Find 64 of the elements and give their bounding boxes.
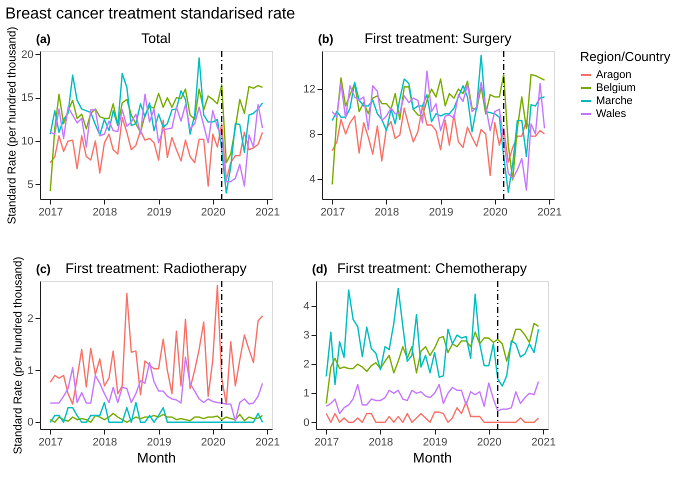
x-tick-label: 2017 (38, 436, 63, 448)
x-tick-label: 2021 (255, 206, 280, 218)
y-tick-label: 0 (27, 416, 34, 429)
line-series (50, 57, 264, 194)
x-tick-label: 2018 (374, 206, 400, 218)
y-tick-label: 4 (303, 300, 310, 313)
x-tick-label: 2017 (320, 206, 345, 218)
y-tick-label: 0 (303, 416, 310, 429)
y-tick-label: 4 (309, 173, 316, 186)
x-tick-label: 2020 (483, 206, 508, 218)
x-tick-label: 2018 (92, 206, 118, 218)
y-axis-title: Standard Rate (per hundred thousand) (12, 256, 24, 454)
line-series (326, 380, 540, 414)
text: (b) (318, 32, 334, 46)
text: (a) (36, 32, 51, 46)
x-tick-label: 2020 (477, 436, 502, 448)
line-series (332, 105, 546, 176)
y-tick-label: 10 (21, 136, 34, 148)
line-series (50, 284, 264, 405)
legend-label: Belgium (596, 82, 636, 94)
chart-title: First treatment: Radiotherapy (65, 260, 247, 276)
line-series (326, 401, 540, 424)
x-tick-label: 2019 (146, 436, 172, 448)
y-tick-label: 15 (21, 92, 34, 104)
y-axis-title: Standard Rate (per hundred thousand) (6, 26, 18, 224)
x-tick-label: 2019 (428, 206, 454, 218)
chart-title: First treatment: Surgery (364, 30, 512, 46)
legend-label: Aragon (596, 69, 632, 81)
x-tick-label: 2017 (38, 206, 63, 218)
y-tick-label: 2 (303, 358, 310, 371)
x-tick-label: 2020 (201, 206, 226, 218)
y-tick-label: 12 (303, 84, 316, 96)
x-tick-label: 2019 (422, 436, 448, 448)
y-tick-label: 20 (21, 48, 34, 61)
x-tick-label: 2017 (314, 436, 339, 448)
chart-title: Total (141, 30, 171, 46)
x-axis-title: Month (137, 450, 176, 466)
x-tick-label: 2021 (531, 436, 556, 448)
line-series (50, 116, 264, 187)
x-tick-label: 2019 (146, 206, 172, 218)
y-tick-label: 1 (27, 364, 34, 377)
legend-label: Wales (596, 108, 627, 120)
x-axis-title: Month (413, 450, 452, 466)
x-tick-label: 2018 (368, 436, 394, 448)
legend-title: Region/Country (580, 49, 671, 64)
text: (d) (312, 262, 328, 276)
chart-title: First treatment: Chemotherapy (337, 260, 527, 276)
y-tick-label: 3 (303, 330, 310, 342)
x-tick-label: 2020 (201, 436, 226, 448)
x-tick-label: 2018 (92, 436, 118, 448)
y-tick-label: 1 (303, 388, 310, 400)
line-series (326, 288, 540, 387)
legend-label: Marche (596, 95, 633, 107)
x-tick-label: 2021 (255, 436, 280, 448)
line-series (50, 412, 264, 423)
y-tick-label: 5 (27, 178, 34, 191)
text: (c) (36, 262, 51, 276)
x-tick-label: 2021 (537, 206, 562, 218)
line-series (50, 356, 264, 422)
y-tick-label: 2 (27, 312, 34, 325)
y-tick-label: 8 (309, 128, 316, 140)
text: Breast cancer treatment standarised rate (5, 6, 296, 23)
line-series (50, 402, 264, 423)
line-series (326, 322, 540, 404)
